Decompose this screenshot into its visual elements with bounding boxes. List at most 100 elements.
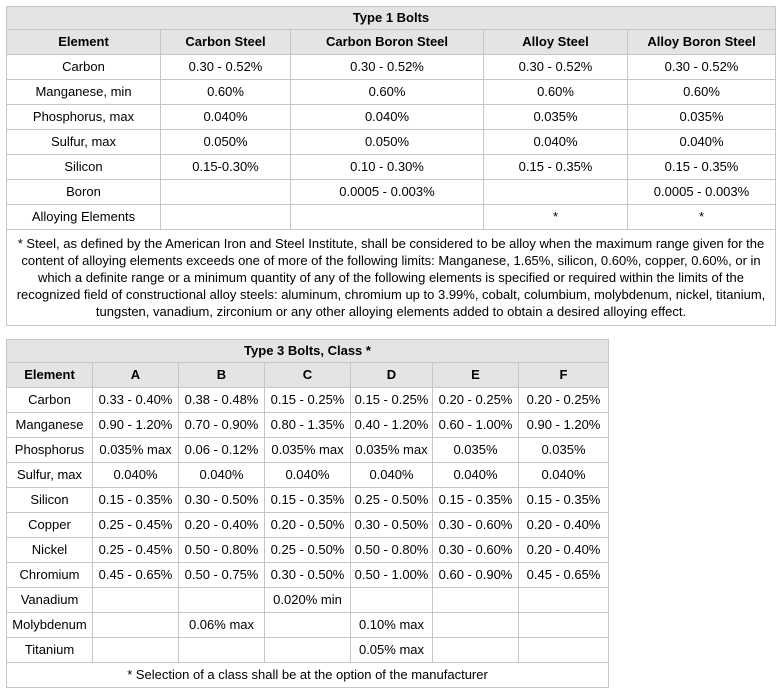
cell-manganese-a: 0.90 - 1.20% [92,412,179,438]
row-label-alloying-elements: Alloying Elements [6,204,161,230]
row-label-chromium: Chromium [6,562,93,588]
cell-sulfur-max-a: 0.040% [92,462,179,488]
type-3-bolts-class-table: Type 3 Bolts, Class * Element A B C D E F Carb… [5,339,610,688]
cell-copper-b: 0.20 - 0.40% [178,512,265,538]
cell-titanium-d: 0.05% max [350,637,433,663]
cell-copper-a: 0.25 - 0.45% [92,512,179,538]
row-label-boron: Boron [6,179,161,205]
column-header-d: D [350,362,433,388]
cell-chromium-a: 0.45 - 0.65% [92,562,179,588]
cell-carbon-d: 0.15 - 0.25% [350,387,433,413]
cell-vanadium-f [517,587,610,613]
cell-alloying-elements-alloy-boron-steel: * [626,204,777,230]
table-row-manganese: Manganese 0.90 - 1.20% 0.70 - 0.90% 0.80 - … [6,412,610,438]
cell-phosphorus-f: 0.035% [517,437,610,463]
cell-phosphorus-c: 0.035% max [264,437,351,463]
cell-titanium-e [432,637,519,663]
cell-carbon-carbon-boron-steel: 0.30 - 0.52% [290,54,484,80]
cell-copper-f: 0.20 - 0.40% [517,512,610,538]
row-label-carbon: Carbon [6,387,93,413]
cell-carbon-c: 0.15 - 0.25% [264,387,351,413]
cell-silicon-d: 0.25 - 0.50% [350,487,433,513]
cell-silicon-c: 0.15 - 0.35% [264,487,351,513]
table-row-vanadium: Vanadium 0.020% min [6,587,610,613]
cell-boron-carbon-steel [160,179,291,205]
cell-titanium-a [92,637,179,663]
cell-carbon-b: 0.38 - 0.48% [178,387,265,413]
cell-manganese-min-carbon-boron-steel: 0.60% [290,79,484,105]
table-row-manganese-min: Manganese, min 0.60% 0.60% 0.60% 0.60% [6,79,777,105]
cell-titanium-f [517,637,610,663]
cell-sulfur-max-carbon-boron-steel: 0.050% [290,129,484,155]
cell-alloying-elements-alloy-steel: * [483,204,628,230]
table-row-silicon: Silicon 0.15-0.30% 0.10 - 0.30% 0.15 - 0.35… [6,154,777,180]
cell-nickel-a: 0.25 - 0.45% [92,537,179,563]
cell-silicon-carbon-steel: 0.15-0.30% [160,154,291,180]
cell-manganese-f: 0.90 - 1.20% [517,412,610,438]
cell-carbon-carbon-steel: 0.30 - 0.52% [160,54,291,80]
cell-carbon-f: 0.20 - 0.25% [517,387,610,413]
cell-nickel-e: 0.30 - 0.60% [432,537,519,563]
table-title-row: Type 3 Bolts, Class * [5,339,610,363]
cell-phosphorus-max-carbon-boron-steel: 0.040% [290,104,484,130]
table-row-carbon: Carbon 0.33 - 0.40% 0.38 - 0.48% 0.15 - 0.2… [6,387,610,413]
cell-molybdenum-e [432,612,519,638]
cell-vanadium-c: 0.020% min [264,587,351,613]
cell-silicon-b: 0.30 - 0.50% [178,487,265,513]
cell-phosphorus-max-alloy-boron-steel: 0.035% [626,104,777,130]
cell-carbon-e: 0.20 - 0.25% [432,387,519,413]
row-label-silicon: Silicon [6,487,93,513]
table-row-boron: Boron 0.0005 - 0.003% 0.0005 - 0.003% [6,179,777,205]
table-row-carbon: Carbon 0.30 - 0.52% 0.30 - 0.52% 0.30 - 0.5… [6,54,777,80]
cell-vanadium-d [350,587,433,613]
cell-boron-alloy-boron-steel: 0.0005 - 0.003% [626,179,777,205]
table-row-phosphorus-max: Phosphorus, max 0.040% 0.040% 0.035% 0.035% [6,104,777,130]
cell-phosphorus-b: 0.06 - 0.12% [178,437,265,463]
column-header-carbon-steel: Carbon Steel [160,29,291,55]
cell-alloying-elements-carbon-boron-steel [290,204,484,230]
table-row-alloying-elements: Alloying Elements * * [6,204,777,230]
cell-manganese-min-alloy-steel: 0.60% [483,79,628,105]
cell-nickel-c: 0.25 - 0.50% [264,537,351,563]
column-header-element: Element [6,362,93,388]
cell-molybdenum-d: 0.10% max [350,612,433,638]
cell-sulfur-max-c: 0.040% [264,462,351,488]
table-row-copper: Copper 0.25 - 0.45% 0.20 - 0.40% 0.20 - 0.5… [6,512,610,538]
cell-chromium-c: 0.30 - 0.50% [264,562,351,588]
cell-alloying-elements-carbon-steel [160,204,291,230]
cell-sulfur-max-e: 0.040% [432,462,519,488]
cell-silicon-carbon-boron-steel: 0.10 - 0.30% [290,154,484,180]
cell-phosphorus-max-carbon-steel: 0.040% [160,104,291,130]
row-label-molybdenum: Molybdenum [6,612,93,638]
cell-nickel-d: 0.50 - 0.80% [350,537,433,563]
cell-silicon-a: 0.15 - 0.35% [92,487,179,513]
cell-nickel-b: 0.50 - 0.80% [178,537,265,563]
table-body: Carbon 0.33 - 0.40% 0.38 - 0.48% 0.15 - 0.2… [6,387,610,663]
cell-phosphorus-e: 0.035% [432,437,519,463]
column-header-c: C [264,362,351,388]
cell-sulfur-max-f: 0.040% [517,462,610,488]
cell-manganese-c: 0.80 - 1.35% [264,412,351,438]
table-row-silicon: Silicon 0.15 - 0.35% 0.30 - 0.50% 0.15 - 0.… [6,487,610,513]
cell-silicon-e: 0.15 - 0.35% [432,487,519,513]
cell-boron-alloy-steel [483,179,628,205]
cell-sulfur-max-carbon-steel: 0.050% [160,129,291,155]
cell-carbon-alloy-steel: 0.30 - 0.52% [483,54,628,80]
row-label-nickel: Nickel [6,537,93,563]
cell-silicon-alloy-steel: 0.15 - 0.35% [483,154,628,180]
table-row-titanium: Titanium 0.05% max [6,637,610,663]
cell-silicon-f: 0.15 - 0.35% [517,487,610,513]
row-label-carbon: Carbon [6,54,161,80]
column-header-e: E [432,362,519,388]
row-label-sulfur-max: Sulfur, max [6,462,93,488]
row-label-phosphorus: Phosphorus [6,437,93,463]
table-body: Carbon 0.30 - 0.52% 0.30 - 0.52% 0.30 - 0.5… [6,54,777,230]
table-row-molybdenum: Molybdenum 0.06% max 0.10% max [6,612,610,638]
row-label-manganese: Manganese [6,412,93,438]
row-label-sulfur-max: Sulfur, max [6,129,161,155]
cell-manganese-min-alloy-boron-steel: 0.60% [626,79,777,105]
cell-boron-carbon-boron-steel: 0.0005 - 0.003% [290,179,484,205]
table-title: Type 3 Bolts, Class * [5,339,610,363]
column-header-f: F [517,362,610,388]
row-label-copper: Copper [6,512,93,538]
